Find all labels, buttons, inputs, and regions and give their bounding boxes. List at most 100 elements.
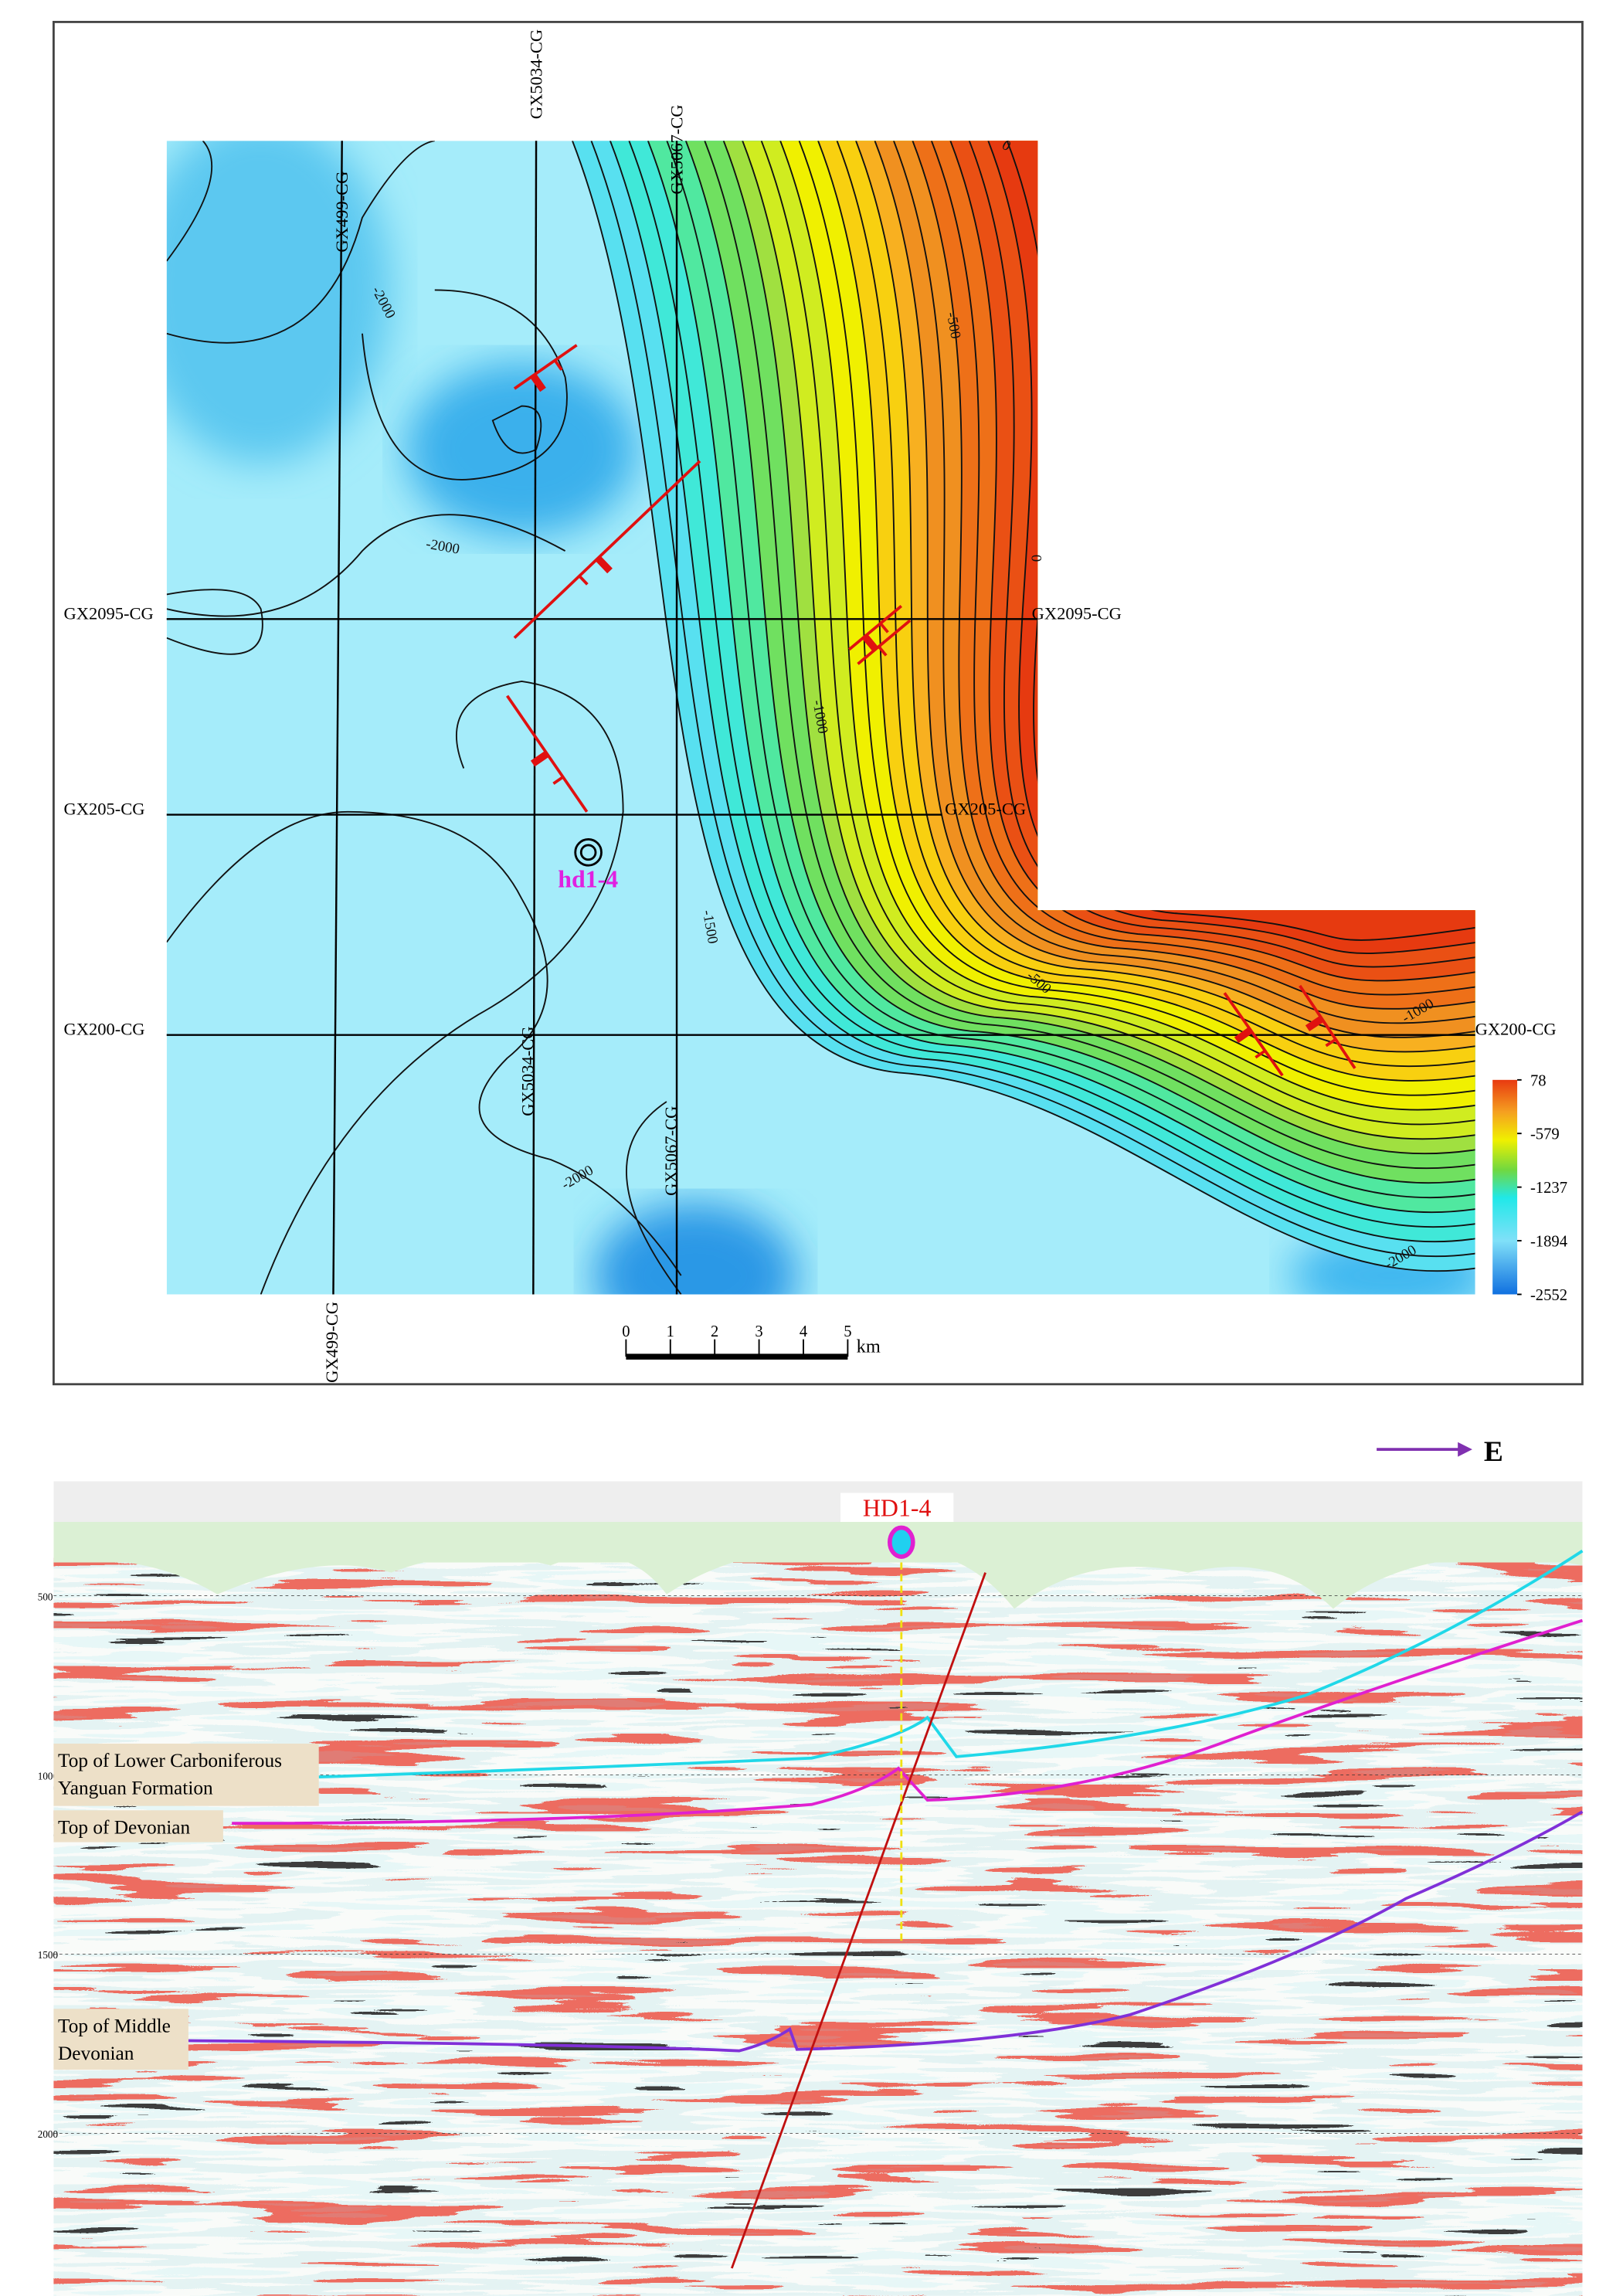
low	[406, 362, 638, 537]
colorbar-label: -1237	[1530, 1180, 1567, 1197]
direction-arrowhead	[1458, 1442, 1472, 1457]
colorbar-label: -579	[1530, 1126, 1560, 1143]
horizon-label: Top of Lower Carboniferous	[58, 1750, 282, 1771]
contour-line	[722, 141, 1475, 1155]
scale-label: 5	[844, 1323, 851, 1340]
well-label-box	[840, 1493, 954, 1522]
horizon-label-box	[53, 2009, 188, 2070]
horizon	[188, 1810, 1584, 2053]
survey-line-label: GX5034-CG	[518, 1026, 537, 1116]
depth-label: 2000	[38, 2128, 59, 2140]
contour-line	[817, 141, 1475, 1082]
fault	[513, 344, 578, 390]
contour-line	[166, 589, 263, 655]
contour-line	[704, 141, 1475, 1170]
survey-line-label: GX499-CG	[322, 1302, 341, 1383]
survey-line-label: GX2095-CG	[64, 603, 154, 623]
fault-tick	[530, 750, 549, 767]
horizon-label: Yanguan Formation	[58, 1778, 213, 1799]
fault	[513, 460, 701, 640]
well-label: hd1-4	[558, 865, 618, 892]
contour-line	[166, 141, 435, 344]
horizon-label: Top of Devonian	[58, 1816, 190, 1838]
scale-bar	[626, 1353, 848, 1360]
scale-label: 1	[667, 1323, 674, 1340]
contour-line	[572, 141, 1475, 1272]
fault	[848, 604, 903, 651]
survey-line-label: GX5067-CG	[667, 104, 687, 194]
colorbar-label: 78	[1530, 1072, 1547, 1089]
low	[166, 141, 392, 464]
survey-line	[532, 141, 538, 1295]
contour-line	[684, 141, 1475, 1184]
seismic-section	[53, 1481, 1583, 2296]
survey-line-label: GX2095-CG	[1032, 603, 1122, 623]
well-symbol	[579, 844, 597, 861]
contour-line	[912, 141, 1475, 1010]
survey-line-label: GX200-CG	[64, 1020, 145, 1039]
depth-label: 1500	[38, 1949, 59, 1961]
contour-line	[166, 514, 566, 617]
well-symbol	[574, 838, 603, 867]
colorbar-label: -2552	[1530, 1287, 1567, 1304]
scale-label: 4	[800, 1323, 807, 1340]
survey-line	[332, 141, 343, 1295]
fault-tick	[1325, 1038, 1337, 1048]
scale-label: 0	[622, 1323, 630, 1340]
fault	[857, 619, 912, 665]
fault-tick	[1234, 1027, 1253, 1044]
contour-line	[666, 141, 1475, 1199]
contour-line	[779, 141, 1475, 1111]
contour-line	[893, 141, 1475, 1024]
contour-line	[628, 141, 1475, 1228]
scale-unit: km	[857, 1337, 881, 1357]
survey-line-label: GX5034-CG	[527, 29, 546, 119]
contour-line	[362, 289, 568, 481]
fault-tick	[530, 373, 546, 392]
fault	[1223, 992, 1284, 1077]
fault-tick	[1255, 1049, 1266, 1059]
contour-line	[260, 681, 624, 1295]
fault-tick	[878, 645, 888, 657]
survey-line-label: GX5067-CG	[661, 1106, 681, 1196]
contour-line	[647, 141, 1475, 1214]
contour-line	[742, 141, 1475, 1140]
fault	[1299, 984, 1356, 1069]
contour-line	[836, 141, 1475, 1068]
direction-label: E	[1484, 1436, 1503, 1468]
horizon-label-box	[53, 1810, 223, 1843]
contour-line	[590, 141, 1475, 1258]
depth-label: 1000	[38, 1770, 59, 1781]
horizon-label-box	[53, 1743, 319, 1806]
seismic-traces	[53, 1557, 1583, 2296]
survey-line-label: GX205-CG	[64, 800, 145, 819]
colorbar-label: -1894	[1530, 1234, 1567, 1251]
fault-tick	[861, 633, 879, 653]
fault-tick	[595, 555, 613, 574]
contour-line	[798, 141, 1475, 1096]
well-label: HD1-4	[863, 1494, 932, 1521]
low	[594, 1203, 797, 1295]
contour-line	[760, 141, 1475, 1126]
survey-line-label: GX200-CG	[1475, 1020, 1557, 1039]
horizon-label: Top of Middle	[58, 2015, 171, 2036]
survey-line-label: GX205-CG	[945, 800, 1026, 819]
depth-label: 500	[38, 1591, 53, 1602]
horizon	[232, 1618, 1584, 1826]
contour-label: 0	[1028, 555, 1044, 562]
survey-line-label: GX499-CG	[332, 172, 351, 253]
colorbar	[1492, 1079, 1518, 1295]
fault-tick	[553, 359, 563, 371]
fault-tick	[879, 622, 889, 633]
fault-tick	[578, 575, 589, 586]
contour-line	[166, 810, 682, 1276]
scale-label: 3	[755, 1323, 762, 1340]
well-marker	[887, 1525, 915, 1559]
fault-tick	[552, 776, 564, 785]
contour-line	[166, 141, 213, 262]
fault	[731, 1572, 986, 2269]
mute-zone	[53, 1521, 1583, 1609]
scale-label: 2	[711, 1323, 718, 1340]
contour-line	[930, 141, 1475, 996]
